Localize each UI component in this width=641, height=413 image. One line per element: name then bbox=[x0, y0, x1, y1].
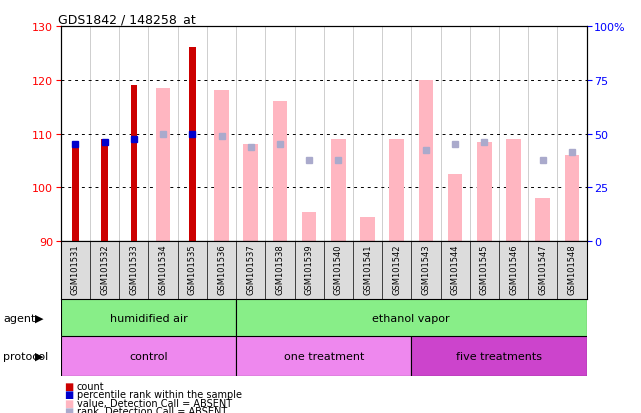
Text: GSM101537: GSM101537 bbox=[246, 244, 255, 294]
Bar bbox=[272, 102, 287, 242]
Bar bbox=[156, 88, 171, 242]
Text: ■: ■ bbox=[64, 389, 73, 399]
Text: GSM101536: GSM101536 bbox=[217, 244, 226, 294]
Bar bbox=[360, 217, 375, 242]
Text: count: count bbox=[77, 381, 104, 391]
Text: protocol: protocol bbox=[3, 351, 49, 361]
Bar bbox=[331, 140, 345, 242]
Bar bbox=[535, 199, 550, 242]
Text: GSM101542: GSM101542 bbox=[392, 244, 401, 294]
Bar bbox=[236, 337, 412, 376]
Bar bbox=[236, 299, 587, 337]
Text: ■: ■ bbox=[64, 398, 73, 408]
Bar bbox=[131, 86, 137, 242]
Bar bbox=[565, 156, 579, 242]
Text: ▶: ▶ bbox=[35, 351, 44, 361]
Text: GSM101546: GSM101546 bbox=[509, 244, 518, 294]
Text: GSM101547: GSM101547 bbox=[538, 244, 547, 294]
Text: GSM101538: GSM101538 bbox=[276, 244, 285, 294]
Text: humidified air: humidified air bbox=[110, 313, 187, 323]
Text: rank, Detection Call = ABSENT: rank, Detection Call = ABSENT bbox=[77, 406, 227, 413]
Bar bbox=[61, 337, 236, 376]
Text: GSM101539: GSM101539 bbox=[304, 244, 313, 294]
Text: GSM101544: GSM101544 bbox=[451, 244, 460, 294]
Text: value, Detection Call = ABSENT: value, Detection Call = ABSENT bbox=[77, 398, 232, 408]
Text: control: control bbox=[129, 351, 168, 361]
Text: one treatment: one treatment bbox=[283, 351, 364, 361]
Bar bbox=[189, 48, 196, 242]
Bar bbox=[302, 212, 317, 242]
Text: GSM101548: GSM101548 bbox=[567, 244, 576, 294]
Bar bbox=[214, 91, 229, 242]
Text: agent: agent bbox=[3, 313, 36, 323]
Text: ethanol vapor: ethanol vapor bbox=[372, 313, 450, 323]
Text: GSM101534: GSM101534 bbox=[158, 244, 167, 294]
Text: GDS1842 / 148258_at: GDS1842 / 148258_at bbox=[58, 13, 196, 26]
Text: GSM101545: GSM101545 bbox=[480, 244, 489, 294]
Text: ▶: ▶ bbox=[35, 313, 44, 323]
Text: five treatments: five treatments bbox=[456, 351, 542, 361]
Bar bbox=[390, 140, 404, 242]
Bar bbox=[506, 140, 520, 242]
Text: GSM101533: GSM101533 bbox=[129, 244, 138, 294]
Text: GSM101541: GSM101541 bbox=[363, 244, 372, 294]
Bar bbox=[419, 81, 433, 242]
Bar bbox=[72, 145, 79, 242]
Bar bbox=[412, 337, 587, 376]
Text: GSM101531: GSM101531 bbox=[71, 244, 80, 294]
Bar bbox=[244, 145, 258, 242]
Text: percentile rank within the sample: percentile rank within the sample bbox=[77, 389, 242, 399]
Text: GSM101540: GSM101540 bbox=[334, 244, 343, 294]
Text: ■: ■ bbox=[64, 406, 73, 413]
Bar bbox=[61, 299, 236, 337]
Bar bbox=[448, 174, 462, 242]
Bar bbox=[101, 140, 108, 242]
Bar bbox=[477, 142, 492, 242]
Text: GSM101532: GSM101532 bbox=[100, 244, 109, 294]
Text: GSM101535: GSM101535 bbox=[188, 244, 197, 294]
Text: GSM101543: GSM101543 bbox=[421, 244, 430, 294]
Text: ■: ■ bbox=[64, 381, 73, 391]
